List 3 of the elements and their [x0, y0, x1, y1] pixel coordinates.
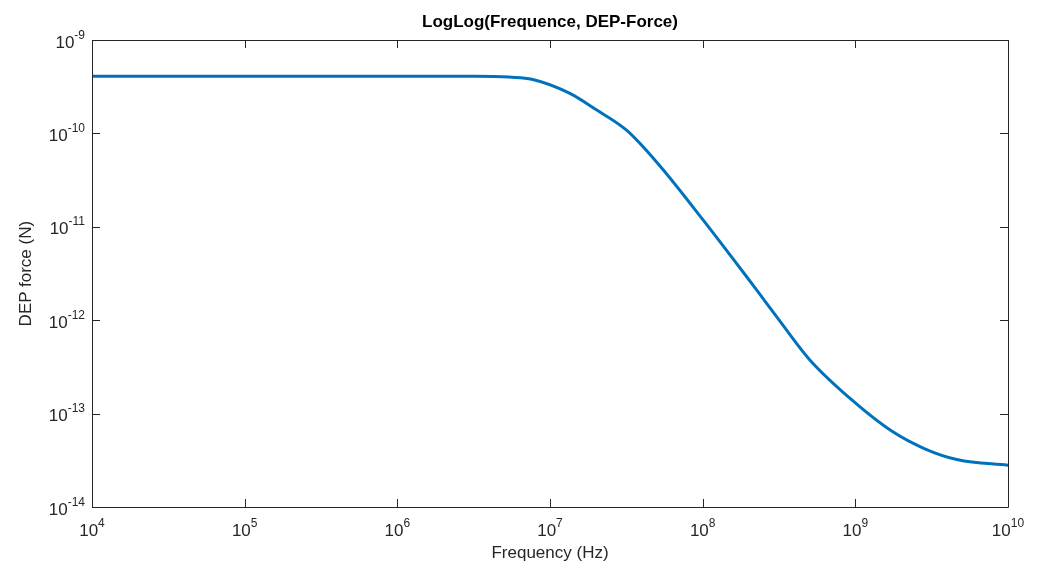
chart-title: LogLog(Frequence, DEP-Force)	[422, 11, 678, 31]
y-axis-title: DEP force (N)	[15, 220, 35, 327]
x-axis-title: Frequency (Hz)	[491, 542, 609, 562]
